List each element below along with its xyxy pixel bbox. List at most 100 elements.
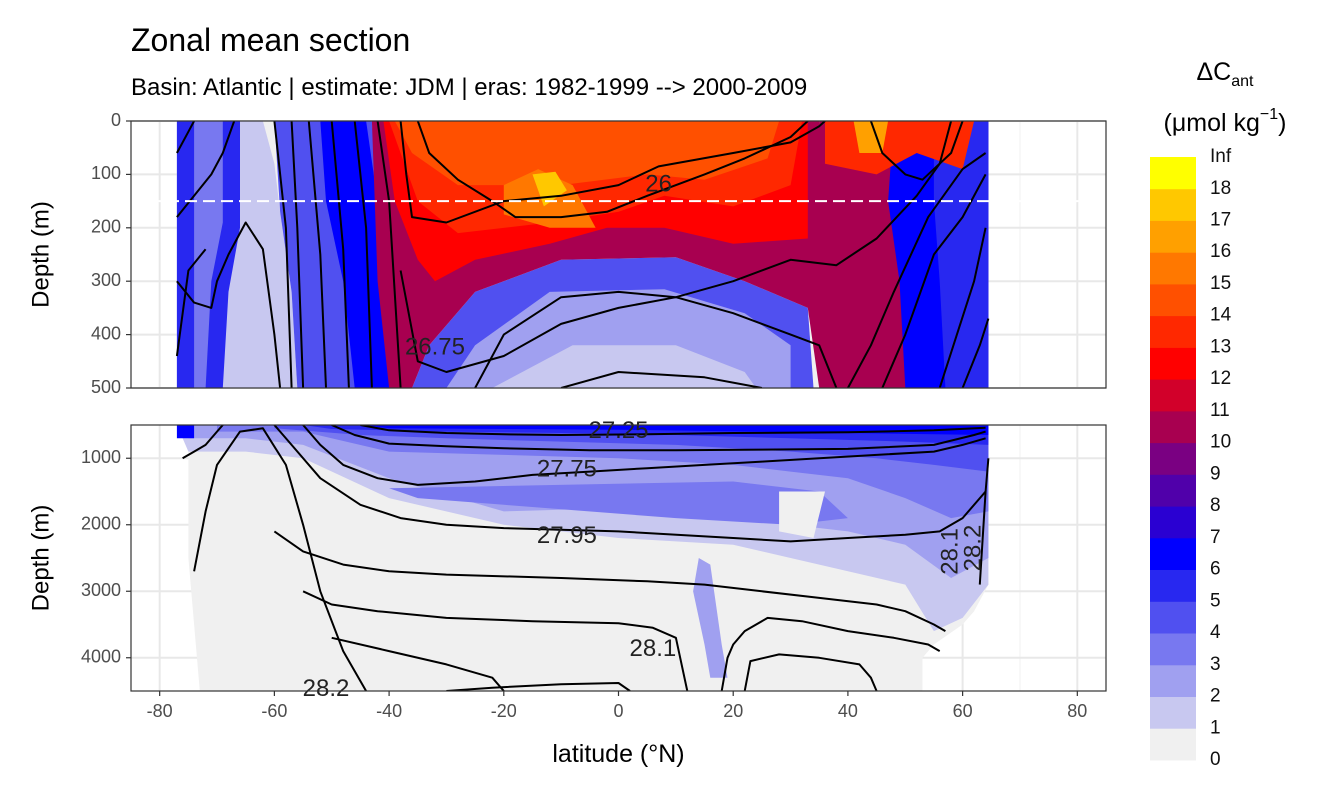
contour-line bbox=[182, 425, 224, 460]
x-tick-label: -80 bbox=[147, 701, 173, 721]
legend-break-label: 16 bbox=[1210, 241, 1231, 262]
x-tick-label: 80 bbox=[1067, 701, 1087, 721]
legend-break-label: 0 bbox=[1210, 749, 1221, 770]
y-tick-label: 500 bbox=[91, 377, 121, 397]
legend-swatch bbox=[1150, 379, 1196, 412]
legend-swatch bbox=[1150, 347, 1196, 380]
legend-swatch bbox=[1150, 633, 1196, 666]
contour-line bbox=[307, 121, 327, 388]
contour-line bbox=[474, 290, 838, 388]
y-tick-label: 1000 bbox=[81, 447, 121, 467]
y-tick-label: 0 bbox=[111, 110, 121, 130]
contour-line bbox=[331, 636, 505, 691]
legend-swatch bbox=[1150, 188, 1196, 221]
panel-frame-upper bbox=[130, 120, 1107, 389]
legend-break-label: Inf bbox=[1210, 146, 1232, 167]
legend-break-label: 9 bbox=[1210, 463, 1221, 484]
contour-label: 28.1 bbox=[936, 528, 963, 575]
contour-line bbox=[560, 371, 763, 388]
legend-swatch bbox=[1150, 252, 1196, 285]
contour-label: 26.75 bbox=[405, 333, 465, 360]
contour-line bbox=[869, 121, 964, 181]
contour-line bbox=[290, 121, 305, 388]
legend-unit-end: ) bbox=[1278, 109, 1286, 137]
contour-line bbox=[399, 121, 953, 373]
contour-line bbox=[360, 425, 986, 436]
legend-title: ΔCant bbox=[1196, 58, 1254, 90]
legend-swatch bbox=[1150, 601, 1196, 634]
contour-label: 28.1 bbox=[630, 635, 677, 662]
fill-band-0b bbox=[779, 491, 825, 538]
legend-swatch bbox=[1150, 696, 1196, 729]
contour-label: 27.75 bbox=[537, 456, 597, 483]
legend-swatch bbox=[1150, 474, 1196, 507]
chart-title: Zonal mean section bbox=[131, 22, 411, 58]
contour-line bbox=[353, 121, 373, 388]
contour-label: 27.25 bbox=[588, 417, 648, 444]
upper-panel-fills bbox=[176, 121, 989, 388]
fill-band-2b bbox=[693, 558, 728, 678]
fill-band-3b bbox=[389, 481, 848, 525]
legend-break-label: 12 bbox=[1210, 368, 1231, 389]
contour-line bbox=[847, 152, 987, 388]
y-tick-label: 3000 bbox=[81, 580, 121, 600]
contour-line bbox=[193, 427, 367, 691]
contour-line bbox=[938, 227, 987, 388]
fill-band-6b bbox=[176, 425, 195, 439]
legend-break-label: 11 bbox=[1210, 400, 1230, 421]
y-tick-label: 4000 bbox=[81, 647, 121, 667]
upper-contour-lines bbox=[175, 121, 990, 388]
contour-line bbox=[302, 425, 986, 486]
chart-subtitle: Basin: Atlantic | estimate: JDM | eras: … bbox=[131, 74, 808, 101]
legend-break-label: 17 bbox=[1210, 209, 1231, 230]
legend-break-label: 4 bbox=[1210, 622, 1221, 643]
legend-break-label: 6 bbox=[1210, 559, 1221, 580]
y-tick-label: 400 bbox=[91, 323, 121, 343]
y-axis-label: Depth (m) bbox=[27, 201, 54, 308]
legend-break-label: 15 bbox=[1210, 273, 1231, 294]
y-tick-label: 2000 bbox=[81, 514, 121, 534]
legend-unit: (μmol kg−1) bbox=[1164, 106, 1287, 137]
legend-swatch bbox=[1150, 537, 1196, 570]
x-tick-label: -20 bbox=[491, 701, 517, 721]
legend-swatch bbox=[1150, 220, 1196, 253]
lower-contour-lines bbox=[182, 425, 990, 691]
contour-line bbox=[176, 121, 195, 154]
legend-break-label: 1 bbox=[1210, 717, 1221, 738]
contour-line bbox=[331, 425, 986, 452]
contour-line bbox=[302, 590, 689, 691]
contour-line bbox=[273, 530, 946, 632]
contour-line bbox=[720, 616, 941, 691]
contour-line bbox=[176, 221, 282, 388]
legend-swatch bbox=[1150, 442, 1196, 475]
x-axis-label: latitude (°N) bbox=[552, 740, 684, 768]
lower-panel-fills bbox=[176, 425, 989, 691]
contour-line bbox=[175, 248, 207, 357]
legend-unit-superscript: −1 bbox=[1260, 106, 1278, 123]
x-tick-label: 40 bbox=[838, 701, 858, 721]
x-tick-label: -40 bbox=[376, 701, 402, 721]
contour-line bbox=[273, 425, 987, 543]
legend-swatch bbox=[1150, 157, 1196, 190]
contour-line bbox=[743, 653, 878, 691]
contour-line bbox=[446, 682, 631, 691]
legend-swatch bbox=[1150, 664, 1196, 697]
legend-break-label: 5 bbox=[1210, 590, 1221, 611]
fill-band-5b bbox=[933, 121, 989, 388]
x-tick-label: 0 bbox=[613, 701, 623, 721]
legend-swatch bbox=[1150, 728, 1196, 761]
x-tick-label: -60 bbox=[261, 701, 287, 721]
legend-break-label: 2 bbox=[1210, 686, 1221, 707]
contour-label: 27.95 bbox=[537, 522, 597, 549]
x-tick-label: 60 bbox=[953, 701, 973, 721]
legend-swatch bbox=[1150, 410, 1196, 444]
fill-band-16 bbox=[853, 121, 889, 153]
y-axis-label: Depth (m) bbox=[27, 505, 54, 612]
contour-line bbox=[176, 121, 236, 218]
legend-break-label: 7 bbox=[1210, 527, 1221, 548]
y-tick-label: 300 bbox=[91, 270, 121, 290]
fill-band-14 bbox=[394, 121, 780, 186]
contour-line bbox=[881, 173, 987, 388]
